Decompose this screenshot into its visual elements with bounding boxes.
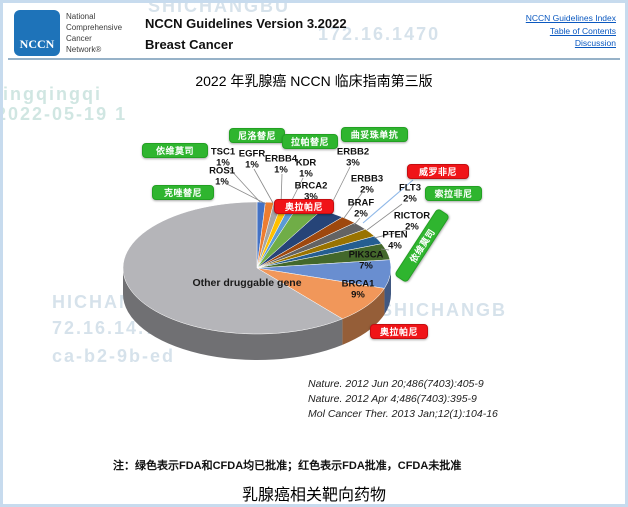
gene-label-erbb3: ERBB3 2% — [351, 174, 383, 195]
citation: Nature. 2012 Jun 20;486(7403):405-9 — [308, 378, 484, 390]
drug-label-trastuzumab: 曲妥珠单抗 — [341, 127, 408, 142]
gene-name: FLT3 — [399, 182, 421, 194]
gene-label-flt3: FLT3 2% — [399, 183, 421, 204]
leader-line-erbb3 — [343, 192, 363, 219]
gene-name: BRCA1 — [341, 278, 375, 290]
gene-percent: 2% — [403, 193, 417, 204]
gene-percent: 4% — [388, 240, 402, 251]
color-legend-note: 注：绿色表示FDA和CFDA均已批准；红色表示FDA批准，CFDA未批准 — [113, 460, 462, 472]
gene-name: ERBB3 — [350, 173, 384, 185]
leader-line-rictor — [373, 229, 408, 239]
drug-label-vemurafenib: 威罗非尼 — [407, 164, 469, 179]
gene-label-ros1: ROS1 1% — [209, 166, 235, 187]
pie-slice-side-other-druggable-gene — [122, 268, 343, 361]
citation-list: Nature. 2012 Jun 20;486(7403):405-9 Natu… — [308, 377, 498, 422]
leader-line-flt3 — [366, 203, 403, 231]
nccn-logo-text: NCCN — [19, 37, 55, 51]
gene-percent: 2% — [360, 184, 374, 195]
pie-slice-side-brca1 — [342, 288, 385, 345]
nccn-logo: NCCN — [14, 10, 60, 56]
gene-percent: 1% — [245, 159, 259, 170]
link-guidelines-index[interactable]: NCCN Guidelines Index — [525, 13, 616, 23]
leader-line-tsc1 — [227, 166, 261, 203]
drug-label-olaparib-bottom: 奥拉帕尼 — [370, 324, 428, 339]
link-discussion[interactable]: Discussion — [574, 38, 616, 48]
gene-name: KDR — [295, 157, 317, 169]
gene-percent: 7% — [359, 260, 373, 271]
pie-slice-other-druggable-gene — [122, 201, 343, 335]
gene-label-kdr: KDR 1% — [296, 158, 317, 179]
header-links: NCCN Guidelines Index Table of Contents … — [526, 12, 616, 50]
drug-label-crizotinib: 克唑替尼 — [152, 185, 214, 200]
guidelines-cancer-type: Breast Cancer — [145, 37, 234, 52]
gene-percent: 3% — [304, 191, 318, 202]
gene-percent: 2% — [405, 221, 419, 232]
gene-label-brca2: BRCA2 3% — [295, 181, 328, 202]
gene-percent: 1% — [216, 157, 230, 168]
gene-label-erbb2: ERBB2 3% — [337, 147, 369, 168]
gene-name: ROS1 — [209, 165, 235, 177]
gene-name: ERBB2 — [336, 146, 370, 158]
gene-label-pik3ca: PIK3CA 7% — [349, 250, 384, 271]
gene-label-erbb4: ERBB4 1% — [265, 154, 297, 175]
pie-slice-side-pik3ca — [384, 268, 391, 315]
gene-name: RICTOR — [393, 210, 431, 222]
gene-percent: 2% — [354, 208, 368, 219]
gene-name: PIK3CA — [348, 249, 384, 261]
guidelines-version: NCCN Guidelines Version 3.2022 — [145, 16, 347, 31]
drug-label-everolimus-top: 依维莫司 — [142, 143, 208, 158]
leader-line-vemurafenib — [362, 179, 414, 224]
header-divider — [8, 58, 620, 60]
citation: Nature. 2012 Apr 4;486(7403):395-9 — [308, 393, 477, 405]
leader-line-ros1 — [226, 183, 267, 205]
leader-line-egfr — [253, 168, 274, 204]
page-title: 2022 年乳腺癌 NCCN 临床指南第三版 — [195, 73, 433, 89]
guidelines-title: NCCN Guidelines Version 3.2022 Breast Ca… — [145, 13, 347, 55]
citation: Mol Cancer Ther. 2013 Jan;12(1):104-16 — [308, 408, 498, 420]
chart-caption: 乳腺癌相关靶向药物 — [241, 487, 386, 504]
gene-label-pten: PTEN 4% — [382, 230, 407, 251]
gene-label-egfr: EGFR 1% — [239, 149, 265, 170]
drug-label-sorafenib: 索拉非尼 — [425, 186, 482, 201]
drug-label-nilotinib: 尼洛替尼 — [229, 128, 285, 143]
gene-name: BRAF — [347, 197, 375, 209]
gene-percent: 1% — [215, 176, 229, 187]
leader-line-braf — [353, 217, 361, 226]
drug-label-olaparib-top: 奥拉帕尼 — [274, 199, 334, 214]
nccn-org-name: National Comprehensive Cancer Network® — [66, 12, 123, 54]
gene-label-tsc1: TSC1 1% — [211, 147, 235, 168]
gene-percent: 1% — [299, 168, 313, 179]
gene-percent: 9% — [351, 289, 365, 300]
gene-name: ERBB4 — [264, 153, 298, 165]
gene-label-braf: BRAF 2% — [348, 198, 374, 219]
other-druggable-gene-label: Other druggable gene — [192, 277, 302, 289]
gene-percent: 3% — [346, 157, 360, 168]
gene-label-brca1: BRCA1 9% — [342, 279, 375, 300]
gene-name: BRCA2 — [294, 180, 328, 192]
gene-label-rictor: RICTOR 2% — [394, 211, 430, 232]
gene-name: TSC1 — [210, 146, 236, 158]
leader-line-pten — [380, 248, 390, 251]
gene-percent: 1% — [274, 164, 288, 175]
link-table-of-contents[interactable]: Table of Contents — [549, 25, 616, 36]
gene-name: PTEN — [382, 229, 408, 241]
drug-label-lapatinib: 拉帕替尼 — [282, 134, 338, 149]
gene-name: EGFR — [238, 148, 266, 160]
